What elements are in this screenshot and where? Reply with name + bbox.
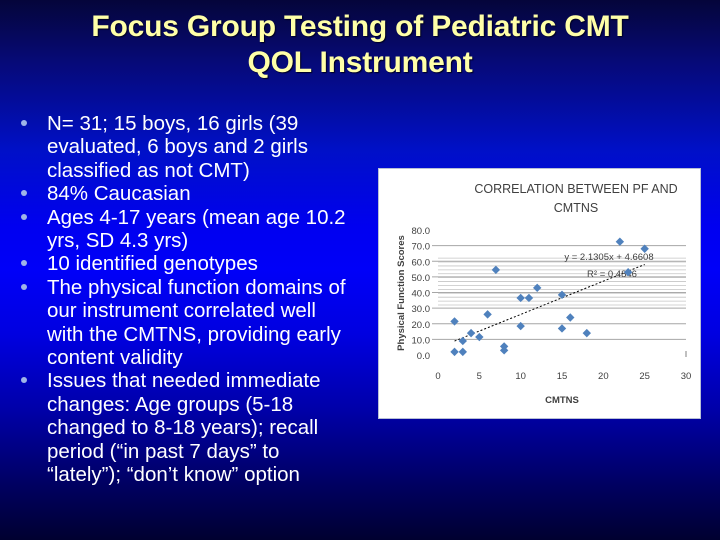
trendline: y = 2.1305x + 4.6608 R² = 0.4846 xyxy=(454,252,654,342)
x-tick-label: 25 xyxy=(639,371,650,382)
bullet-text-line: “lately”); “don’t know” option xyxy=(47,463,300,487)
data-point-diamond-icon xyxy=(491,265,501,275)
y-axis-ticks: 0.0 10.0 20.0 30.0 40.0 50.0 60.0 70.0 80.0 xyxy=(412,226,431,362)
data-point-diamond-icon xyxy=(466,328,476,338)
bullet-text-line: The physical function domains of xyxy=(47,275,346,299)
scatter-chart: CORRELATION BETWEEN PF AND CMTNS 0.0 10.0 2… xyxy=(378,168,701,419)
x-tick-label: 5 xyxy=(477,371,482,382)
chart-gridlines xyxy=(432,245,687,357)
chart-canvas: CORRELATION BETWEEN PF AND CMTNS 0.0 10.0 2… xyxy=(396,182,691,406)
bullet-dot-icon xyxy=(21,120,27,126)
y-tick-label: 40.0 xyxy=(412,289,431,300)
slide-title: Focus Group Testing of Pediatric CMT QOL… xyxy=(0,9,720,81)
y-tick-label: 70.0 xyxy=(412,242,431,253)
bullet-text-line: yrs, SD 4.3 yrs) xyxy=(47,229,189,253)
data-point-diamond-icon xyxy=(524,293,534,303)
bullet-text-line: changes: Age groups (5-18 xyxy=(47,392,294,416)
bullet-list: N= 31; 15 boys, 16 girls (39 evaluated, 6… xyxy=(0,112,380,487)
title-line-2: QOL Instrument xyxy=(247,46,473,79)
trendline-equation: y = 2.1305x + 4.6608 xyxy=(564,252,653,263)
data-point-diamond-icon xyxy=(516,321,525,331)
bullet-text-line: changed to 8-18 years); recall xyxy=(47,416,319,440)
x-tick-label: 15 xyxy=(557,371,568,382)
bullet-text-line: 10 identified genotypes xyxy=(47,252,258,276)
y-tick-label: 50.0 xyxy=(412,273,431,284)
bullet-text-line: classified as not CMT) xyxy=(47,158,250,182)
bullet-item: 10 identified genotypes xyxy=(0,252,380,275)
data-point-diamond-icon xyxy=(615,237,625,246)
bullet-dot-icon xyxy=(21,283,27,290)
bullet-dot-icon xyxy=(21,377,27,384)
y-tick-label: 60.0 xyxy=(412,257,431,268)
bullet-item: N= 31; 15 boys, 16 girls (39 evaluated, 6… xyxy=(0,112,380,182)
y-tick-label: 20.0 xyxy=(412,320,431,331)
bullet-text-line: Issues that needed immediate xyxy=(47,369,321,393)
x-tick-label: 0 xyxy=(435,371,440,382)
data-point-diamond-icon xyxy=(566,313,575,322)
data-point-diamond-icon xyxy=(582,328,591,338)
x-axis-label: CMTNS xyxy=(545,395,579,406)
title-line-1: Focus Group Testing of Pediatric CMT xyxy=(91,10,629,43)
axis-labels: CMTNS Physical Function Scores xyxy=(396,235,579,406)
bullet-text-line: our instrument correlated well xyxy=(47,299,316,323)
x-tick-label: 20 xyxy=(598,371,609,382)
bullet-dot-icon xyxy=(21,213,27,220)
y-tick-label: 80.0 xyxy=(412,226,431,237)
bullet-item: Issues that needed immediate changes: Age… xyxy=(0,369,380,486)
x-tick-label: 30 xyxy=(681,371,692,382)
data-point-diamond-icon xyxy=(483,310,492,319)
x-tick-label: 10 xyxy=(515,371,526,382)
bullet-text-line: with the CMTNS, providing early xyxy=(47,322,341,346)
chart-title-line: CMTNS xyxy=(554,201,598,215)
data-point-diamond-icon xyxy=(458,347,467,357)
y-axis-label: Physical Function Scores xyxy=(396,235,407,351)
data-point-diamond-icon xyxy=(450,317,459,326)
y-tick-label: 10.0 xyxy=(412,335,431,346)
data-point-diamond-icon xyxy=(557,290,567,300)
data-point-diamond-icon xyxy=(458,336,467,346)
bullet-text-line: 84% Caucasian xyxy=(47,182,191,206)
data-point-diamond-icon xyxy=(557,324,567,333)
x-axis-ticks: 0 5 10 15 20 25 30 xyxy=(435,371,691,382)
bullet-item: Ages 4-17 years (mean age 10.2 yrs, SD 4.… xyxy=(0,206,380,253)
bullet-item: The physical function domains of our inst… xyxy=(0,276,380,370)
data-point-diamond-icon xyxy=(533,283,542,293)
bullet-item: 84% Caucasian xyxy=(0,182,380,205)
trendline-r2: R² = 0.4846 xyxy=(587,269,637,280)
bullet-text-line: Ages 4-17 years (mean age 10.2 xyxy=(47,205,346,229)
chart-title-line: CORRELATION BETWEEN PF AND xyxy=(474,182,677,196)
y-tick-label: 30.0 xyxy=(412,304,431,315)
bullet-text-line: N= 31; 15 boys, 16 girls (39 xyxy=(47,112,299,135)
bullet-dot-icon xyxy=(21,260,27,267)
chart-title: CORRELATION BETWEEN PF AND CMTNS xyxy=(474,182,677,215)
bullet-text-line: evaluated, 6 boys and 2 girls xyxy=(47,135,308,159)
bullet-text-line: period (“in past 7 days” to xyxy=(47,439,280,463)
data-point-diamond-icon xyxy=(450,347,459,357)
bullet-text-line: content validity xyxy=(47,346,183,370)
y-tick-label: 0.0 xyxy=(417,351,430,362)
data-point-diamond-icon xyxy=(475,332,484,342)
bullet-dot-icon xyxy=(21,190,27,197)
